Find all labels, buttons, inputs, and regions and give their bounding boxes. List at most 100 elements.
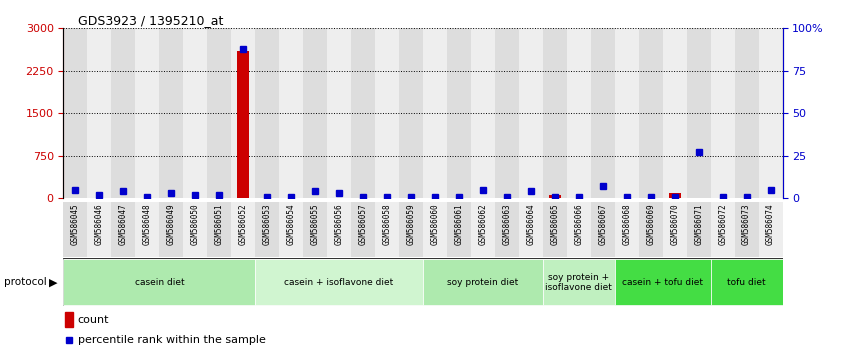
Text: GSM586064: GSM586064 xyxy=(526,204,536,245)
Bar xyxy=(471,202,495,257)
Bar xyxy=(207,28,231,198)
Text: casein + tofu diet: casein + tofu diet xyxy=(622,278,703,287)
Text: GSM586072: GSM586072 xyxy=(718,204,727,245)
Bar xyxy=(759,202,783,257)
Bar xyxy=(399,28,423,198)
Bar xyxy=(327,202,351,257)
Bar xyxy=(112,202,135,257)
Text: GSM586073: GSM586073 xyxy=(742,204,751,245)
Bar xyxy=(63,28,87,198)
Text: GSM586069: GSM586069 xyxy=(646,204,655,245)
Text: percentile rank within the sample: percentile rank within the sample xyxy=(78,335,266,345)
Bar xyxy=(423,28,447,198)
Bar xyxy=(668,193,681,198)
Text: GSM586051: GSM586051 xyxy=(215,204,223,245)
Bar xyxy=(591,28,615,198)
Text: GSM586060: GSM586060 xyxy=(431,204,439,245)
Bar xyxy=(734,28,759,198)
Text: GSM586062: GSM586062 xyxy=(479,204,487,245)
Text: GSM586045: GSM586045 xyxy=(71,204,80,245)
Text: GSM586071: GSM586071 xyxy=(695,204,703,245)
Bar xyxy=(711,202,734,257)
Text: GSM586063: GSM586063 xyxy=(503,204,511,245)
Bar xyxy=(279,202,303,257)
Bar xyxy=(543,28,567,198)
Bar xyxy=(375,28,399,198)
Bar xyxy=(135,202,159,257)
Bar xyxy=(423,259,543,305)
Bar xyxy=(159,202,184,257)
Bar xyxy=(495,202,519,257)
Text: GSM586065: GSM586065 xyxy=(551,204,559,245)
Bar xyxy=(639,28,662,198)
Bar xyxy=(63,202,87,257)
Bar xyxy=(351,202,375,257)
Bar xyxy=(423,202,447,257)
Bar xyxy=(615,202,639,257)
Text: GSM586074: GSM586074 xyxy=(766,204,775,245)
Text: GSM586059: GSM586059 xyxy=(407,204,415,245)
Bar xyxy=(447,28,471,198)
Text: protocol: protocol xyxy=(4,277,47,287)
Text: soy protein +
isoflavone diet: soy protein + isoflavone diet xyxy=(546,273,613,292)
Text: count: count xyxy=(78,315,109,325)
Text: casein diet: casein diet xyxy=(135,278,184,287)
Bar xyxy=(255,259,423,305)
Bar xyxy=(255,202,279,257)
Bar xyxy=(687,28,711,198)
Text: GSM586047: GSM586047 xyxy=(119,204,128,245)
Text: GDS3923 / 1395210_at: GDS3923 / 1395210_at xyxy=(78,14,223,27)
Text: GSM586054: GSM586054 xyxy=(287,204,295,245)
Bar xyxy=(543,202,567,257)
Text: GSM586058: GSM586058 xyxy=(382,204,392,245)
Bar xyxy=(351,28,375,198)
Bar xyxy=(711,28,734,198)
Text: GSM586061: GSM586061 xyxy=(454,204,464,245)
Bar xyxy=(207,202,231,257)
Bar xyxy=(759,28,783,198)
Bar xyxy=(543,259,615,305)
Bar xyxy=(65,312,73,327)
Bar xyxy=(549,195,561,198)
Text: GSM586067: GSM586067 xyxy=(598,204,607,245)
Text: GSM586066: GSM586066 xyxy=(574,204,583,245)
Text: GSM586055: GSM586055 xyxy=(310,204,320,245)
Bar xyxy=(495,28,519,198)
Bar xyxy=(711,259,783,305)
Bar xyxy=(231,202,255,257)
Bar xyxy=(447,202,471,257)
Bar xyxy=(237,51,250,198)
Bar xyxy=(303,202,327,257)
Bar xyxy=(615,28,639,198)
Text: tofu diet: tofu diet xyxy=(728,278,766,287)
Text: GSM586049: GSM586049 xyxy=(167,204,176,245)
Bar xyxy=(112,28,135,198)
Bar xyxy=(662,28,687,198)
Bar xyxy=(279,28,303,198)
Bar xyxy=(63,259,255,305)
Bar xyxy=(255,28,279,198)
Bar xyxy=(87,28,112,198)
Bar xyxy=(184,202,207,257)
Bar xyxy=(687,202,711,257)
Bar xyxy=(231,28,255,198)
Bar xyxy=(734,202,759,257)
Text: GSM586070: GSM586070 xyxy=(670,204,679,245)
Text: GSM586053: GSM586053 xyxy=(263,204,272,245)
Text: GSM586046: GSM586046 xyxy=(95,204,104,245)
Text: GSM586052: GSM586052 xyxy=(239,204,248,245)
Bar xyxy=(303,28,327,198)
Bar xyxy=(159,28,184,198)
Bar xyxy=(639,202,662,257)
Text: GSM586056: GSM586056 xyxy=(335,204,343,245)
Bar xyxy=(135,28,159,198)
Text: GSM586068: GSM586068 xyxy=(623,204,631,245)
Text: ▶: ▶ xyxy=(49,277,58,287)
Text: GSM586048: GSM586048 xyxy=(143,204,151,245)
Bar xyxy=(662,202,687,257)
Bar xyxy=(184,28,207,198)
Bar xyxy=(327,28,351,198)
Bar xyxy=(519,28,543,198)
Bar xyxy=(87,202,112,257)
Bar xyxy=(591,202,615,257)
